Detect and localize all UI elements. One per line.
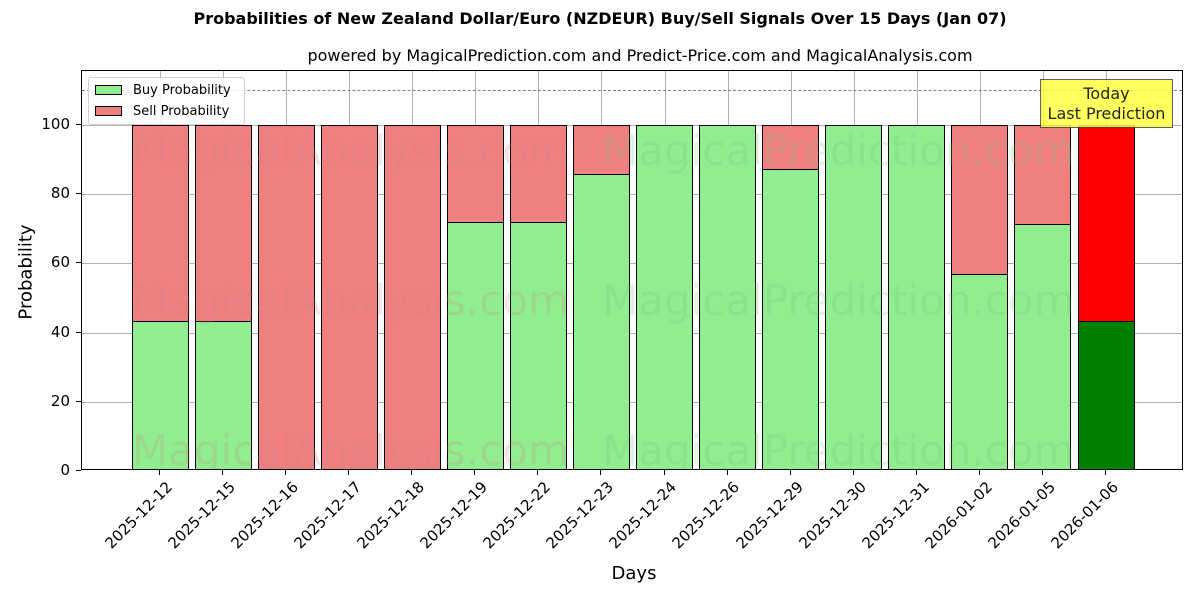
legend-label-buy: Buy Probability [133, 82, 231, 98]
x-tick [915, 470, 917, 475]
x-tick [663, 470, 665, 475]
chart-title: Probabilities of New Zealand Dollar/Euro… [193, 9, 1007, 28]
y-tick-label: 0 [60, 461, 70, 479]
grid-line-h [82, 332, 1182, 334]
sell-bar [951, 124, 1009, 276]
x-tick-label: 2025-12-29 [732, 478, 807, 553]
x-tick [537, 470, 539, 475]
x-tick [726, 470, 728, 475]
x-tick-label: 2026-01-06 [1047, 478, 1122, 553]
x-tick [474, 470, 476, 475]
annotation-line-1: Today [1083, 84, 1130, 103]
y-axis-label: Probability [15, 224, 37, 320]
y-tick [76, 262, 81, 264]
y-tick-label: 80 [50, 184, 70, 203]
x-tick-label: 2025-12-12 [101, 478, 176, 553]
y-tick [76, 331, 81, 333]
x-tick [285, 470, 287, 475]
today-annotation: Today Last Prediction [1040, 79, 1173, 128]
sell-bar [446, 124, 504, 224]
y-tick [76, 400, 81, 402]
x-tick [600, 470, 602, 475]
x-axis-label: Days [611, 563, 657, 584]
y-tick [76, 193, 81, 195]
x-tick-label: 2025-12-26 [668, 478, 744, 553]
x-tick-label: 2025-12-16 [227, 478, 302, 553]
buy-bar [636, 124, 694, 469]
x-tick-label: 2025-12-23 [542, 478, 618, 553]
x-tick-label: 2025-12-19 [416, 478, 492, 553]
y-tick-label: 100 [41, 114, 70, 133]
buy-bar [1014, 223, 1072, 469]
legend-item-buy: Buy Probability [95, 81, 231, 99]
sell-bar [320, 124, 378, 469]
x-tick [1041, 470, 1043, 475]
buy-bar [194, 321, 252, 469]
buy-bar [825, 124, 883, 469]
sell-bar [257, 124, 315, 469]
buy-bar [572, 174, 630, 469]
buy-bar [951, 274, 1009, 469]
sell-bar [194, 124, 252, 323]
reference-line [82, 90, 1182, 92]
y-tick [76, 123, 81, 125]
buy-bar [446, 222, 504, 469]
x-tick [222, 470, 224, 475]
x-tick [159, 470, 160, 475]
buy-bar [699, 124, 757, 469]
x-tick [348, 470, 350, 475]
grid-line-h [82, 263, 1182, 265]
x-tick [1105, 470, 1107, 475]
sell-swatch-icon [95, 106, 122, 116]
x-tick-label: 2025-12-18 [353, 478, 429, 553]
x-tick-label: 2026-01-02 [921, 478, 996, 553]
buy-swatch-icon [95, 85, 122, 95]
grid-line-h [82, 124, 1182, 126]
sell-bar [572, 124, 630, 176]
x-tick [411, 470, 413, 475]
x-tick-label: 2025-12-22 [479, 478, 555, 553]
y-tick-label: 20 [50, 391, 70, 410]
x-tick [978, 470, 980, 475]
buy-bar [888, 124, 946, 469]
annotation-line-2: Last Prediction [1047, 104, 1166, 123]
x-tick [852, 470, 854, 475]
x-tick [789, 470, 791, 475]
grid-line-h [82, 194, 1182, 196]
plot-area: MagicalAnalysis.com MagicalPrediction.com… [81, 70, 1183, 470]
grid-line-h [82, 401, 1182, 403]
y-tick-label: 60 [50, 253, 70, 272]
buy-bar [762, 168, 820, 469]
x-tick-label: 2025-12-15 [164, 478, 239, 553]
buy-bar [1077, 321, 1135, 469]
sell-bar [509, 124, 567, 224]
legend-label-sell: Sell Probability [133, 103, 230, 119]
sell-bar [762, 124, 820, 170]
sell-bar [131, 124, 189, 323]
y-tick [76, 470, 81, 471]
sell-bar [1077, 124, 1135, 323]
legend: Buy Probability Sell Probability [88, 77, 245, 125]
x-tick-label: 2025-12-31 [858, 478, 933, 553]
chart-subtitle: powered by MagicalPrediction.com and Pre… [307, 46, 973, 65]
sell-bar [1014, 124, 1072, 225]
x-tick-label: 2025-12-17 [290, 478, 365, 553]
buy-bar [509, 222, 567, 469]
x-tick-label: 2026-01-05 [984, 478, 1059, 553]
y-tick-label: 40 [50, 322, 70, 341]
sell-bar [383, 124, 441, 469]
legend-item-sell: Sell Probability [95, 102, 229, 120]
buy-bar [131, 321, 189, 469]
